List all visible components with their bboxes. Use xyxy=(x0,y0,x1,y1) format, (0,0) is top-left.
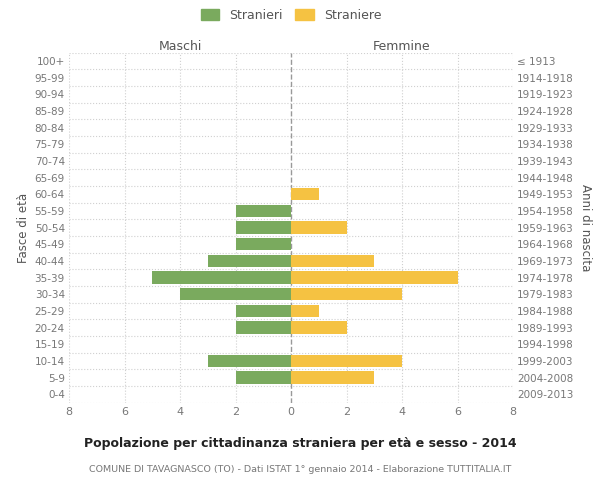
Text: COMUNE DI TAVAGNASCO (TO) - Dati ISTAT 1° gennaio 2014 - Elaborazione TUTTITALIA: COMUNE DI TAVAGNASCO (TO) - Dati ISTAT 1… xyxy=(89,465,511,474)
Y-axis label: Fasce di età: Fasce di età xyxy=(17,192,31,262)
Bar xyxy=(208,354,291,367)
Bar xyxy=(235,322,291,334)
Bar xyxy=(291,254,374,267)
Bar xyxy=(291,188,319,200)
Bar xyxy=(291,288,402,300)
Bar xyxy=(291,322,347,334)
Bar xyxy=(180,288,291,300)
Bar xyxy=(291,271,458,284)
Bar xyxy=(291,371,374,384)
Bar xyxy=(208,254,291,267)
Text: Popolazione per cittadinanza straniera per età e sesso - 2014: Popolazione per cittadinanza straniera p… xyxy=(83,438,517,450)
Text: Maschi: Maschi xyxy=(158,40,202,52)
Bar xyxy=(235,204,291,217)
Bar xyxy=(235,238,291,250)
Legend: Stranieri, Straniere: Stranieri, Straniere xyxy=(200,8,382,22)
Bar xyxy=(152,271,291,284)
Bar xyxy=(235,304,291,317)
Bar xyxy=(291,221,347,234)
Y-axis label: Anni di nascita: Anni di nascita xyxy=(580,184,592,271)
Bar xyxy=(235,371,291,384)
Bar xyxy=(235,221,291,234)
Bar xyxy=(291,304,319,317)
Bar xyxy=(291,354,402,367)
Text: Femmine: Femmine xyxy=(373,40,431,52)
